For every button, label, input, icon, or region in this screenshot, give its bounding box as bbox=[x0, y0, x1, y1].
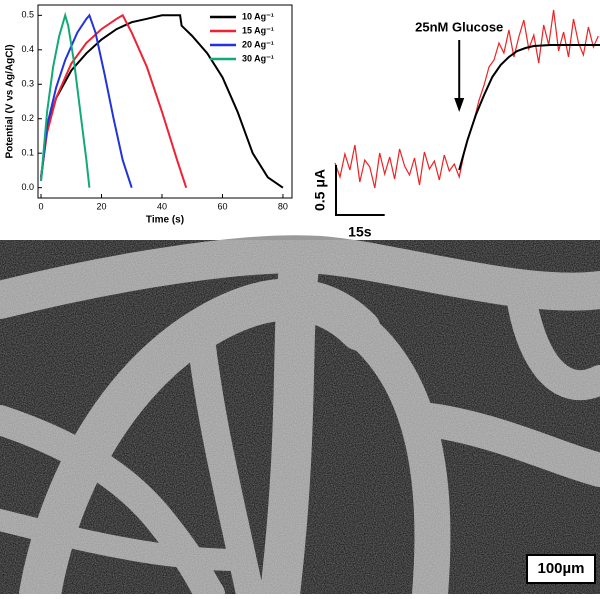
y-tick-label: 0.0 bbox=[21, 182, 34, 192]
x-axis-label: Time (s) bbox=[146, 215, 184, 226]
x-tick-label: 40 bbox=[157, 201, 167, 211]
trace-line bbox=[458, 44, 600, 171]
scale-bar-label: 100µm bbox=[537, 560, 584, 577]
legend-label: 15 Ag⁻¹ bbox=[242, 25, 274, 35]
y-tick-label: 0.5 bbox=[21, 10, 34, 20]
x-tick-label: 20 bbox=[96, 201, 106, 211]
annotation-text: 25nM Glucose bbox=[415, 19, 503, 34]
scale-x-label: 15s bbox=[348, 224, 372, 240]
legend-label: 10 Ag⁻¹ bbox=[242, 11, 274, 21]
legend-label: 20 Ag⁻¹ bbox=[242, 39, 274, 49]
y-tick-label: 0.3 bbox=[21, 79, 34, 89]
series-line bbox=[40, 13, 188, 189]
series-line bbox=[40, 14, 284, 189]
legend-label: 30 Ag⁻¹ bbox=[242, 53, 274, 63]
plot-frame bbox=[37, 4, 293, 199]
y-tick-label: 0.2 bbox=[21, 113, 34, 123]
x-tick-label: 60 bbox=[217, 201, 227, 211]
trace-line bbox=[334, 9, 599, 189]
annotation-arrowhead bbox=[454, 98, 465, 112]
y-tick-label: 0.4 bbox=[21, 44, 34, 54]
series-line bbox=[40, 13, 133, 189]
x-tick-label: 0 bbox=[39, 201, 44, 211]
y-tick-label: 0.1 bbox=[21, 148, 34, 158]
x-tick-label: 80 bbox=[278, 201, 288, 211]
y-axis-label: Potential (V vs Ag/AgCl) bbox=[5, 44, 16, 158]
scale-y-label: 0.5 μA bbox=[312, 169, 328, 211]
series-line bbox=[40, 11, 91, 188]
sem-image: 100µm bbox=[0, 235, 600, 599]
